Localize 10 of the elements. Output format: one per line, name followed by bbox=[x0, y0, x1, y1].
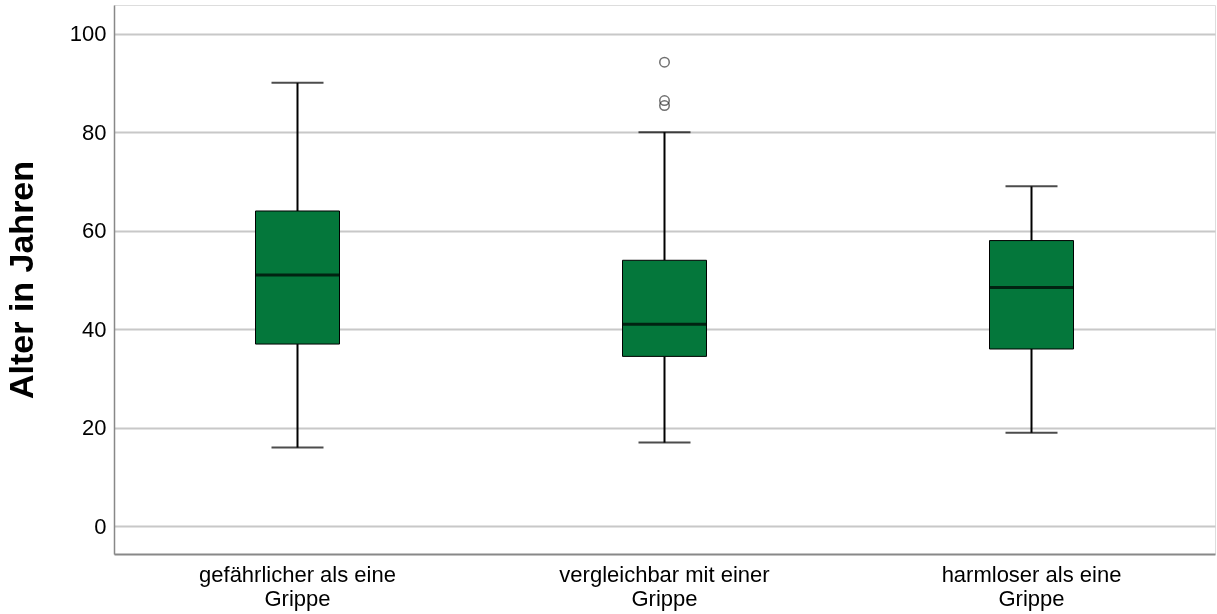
y-axis-title: Alter in Jahren bbox=[1, 160, 40, 400]
y-tick-label: 40 bbox=[82, 316, 107, 342]
x-tick-label: harmloser als eine Grippe bbox=[941, 561, 1122, 611]
y-tick-label: 0 bbox=[94, 513, 107, 539]
y-tick-label: 100 bbox=[69, 21, 107, 47]
y-tick-label: 80 bbox=[82, 119, 107, 145]
y-tick-label: 20 bbox=[82, 415, 107, 441]
x-tick-label: vergleichbar mit einer Grippe bbox=[559, 561, 770, 611]
x-tick-label: gefährlicher als eine Grippe bbox=[199, 561, 396, 611]
y-tick-label: 60 bbox=[82, 218, 107, 244]
